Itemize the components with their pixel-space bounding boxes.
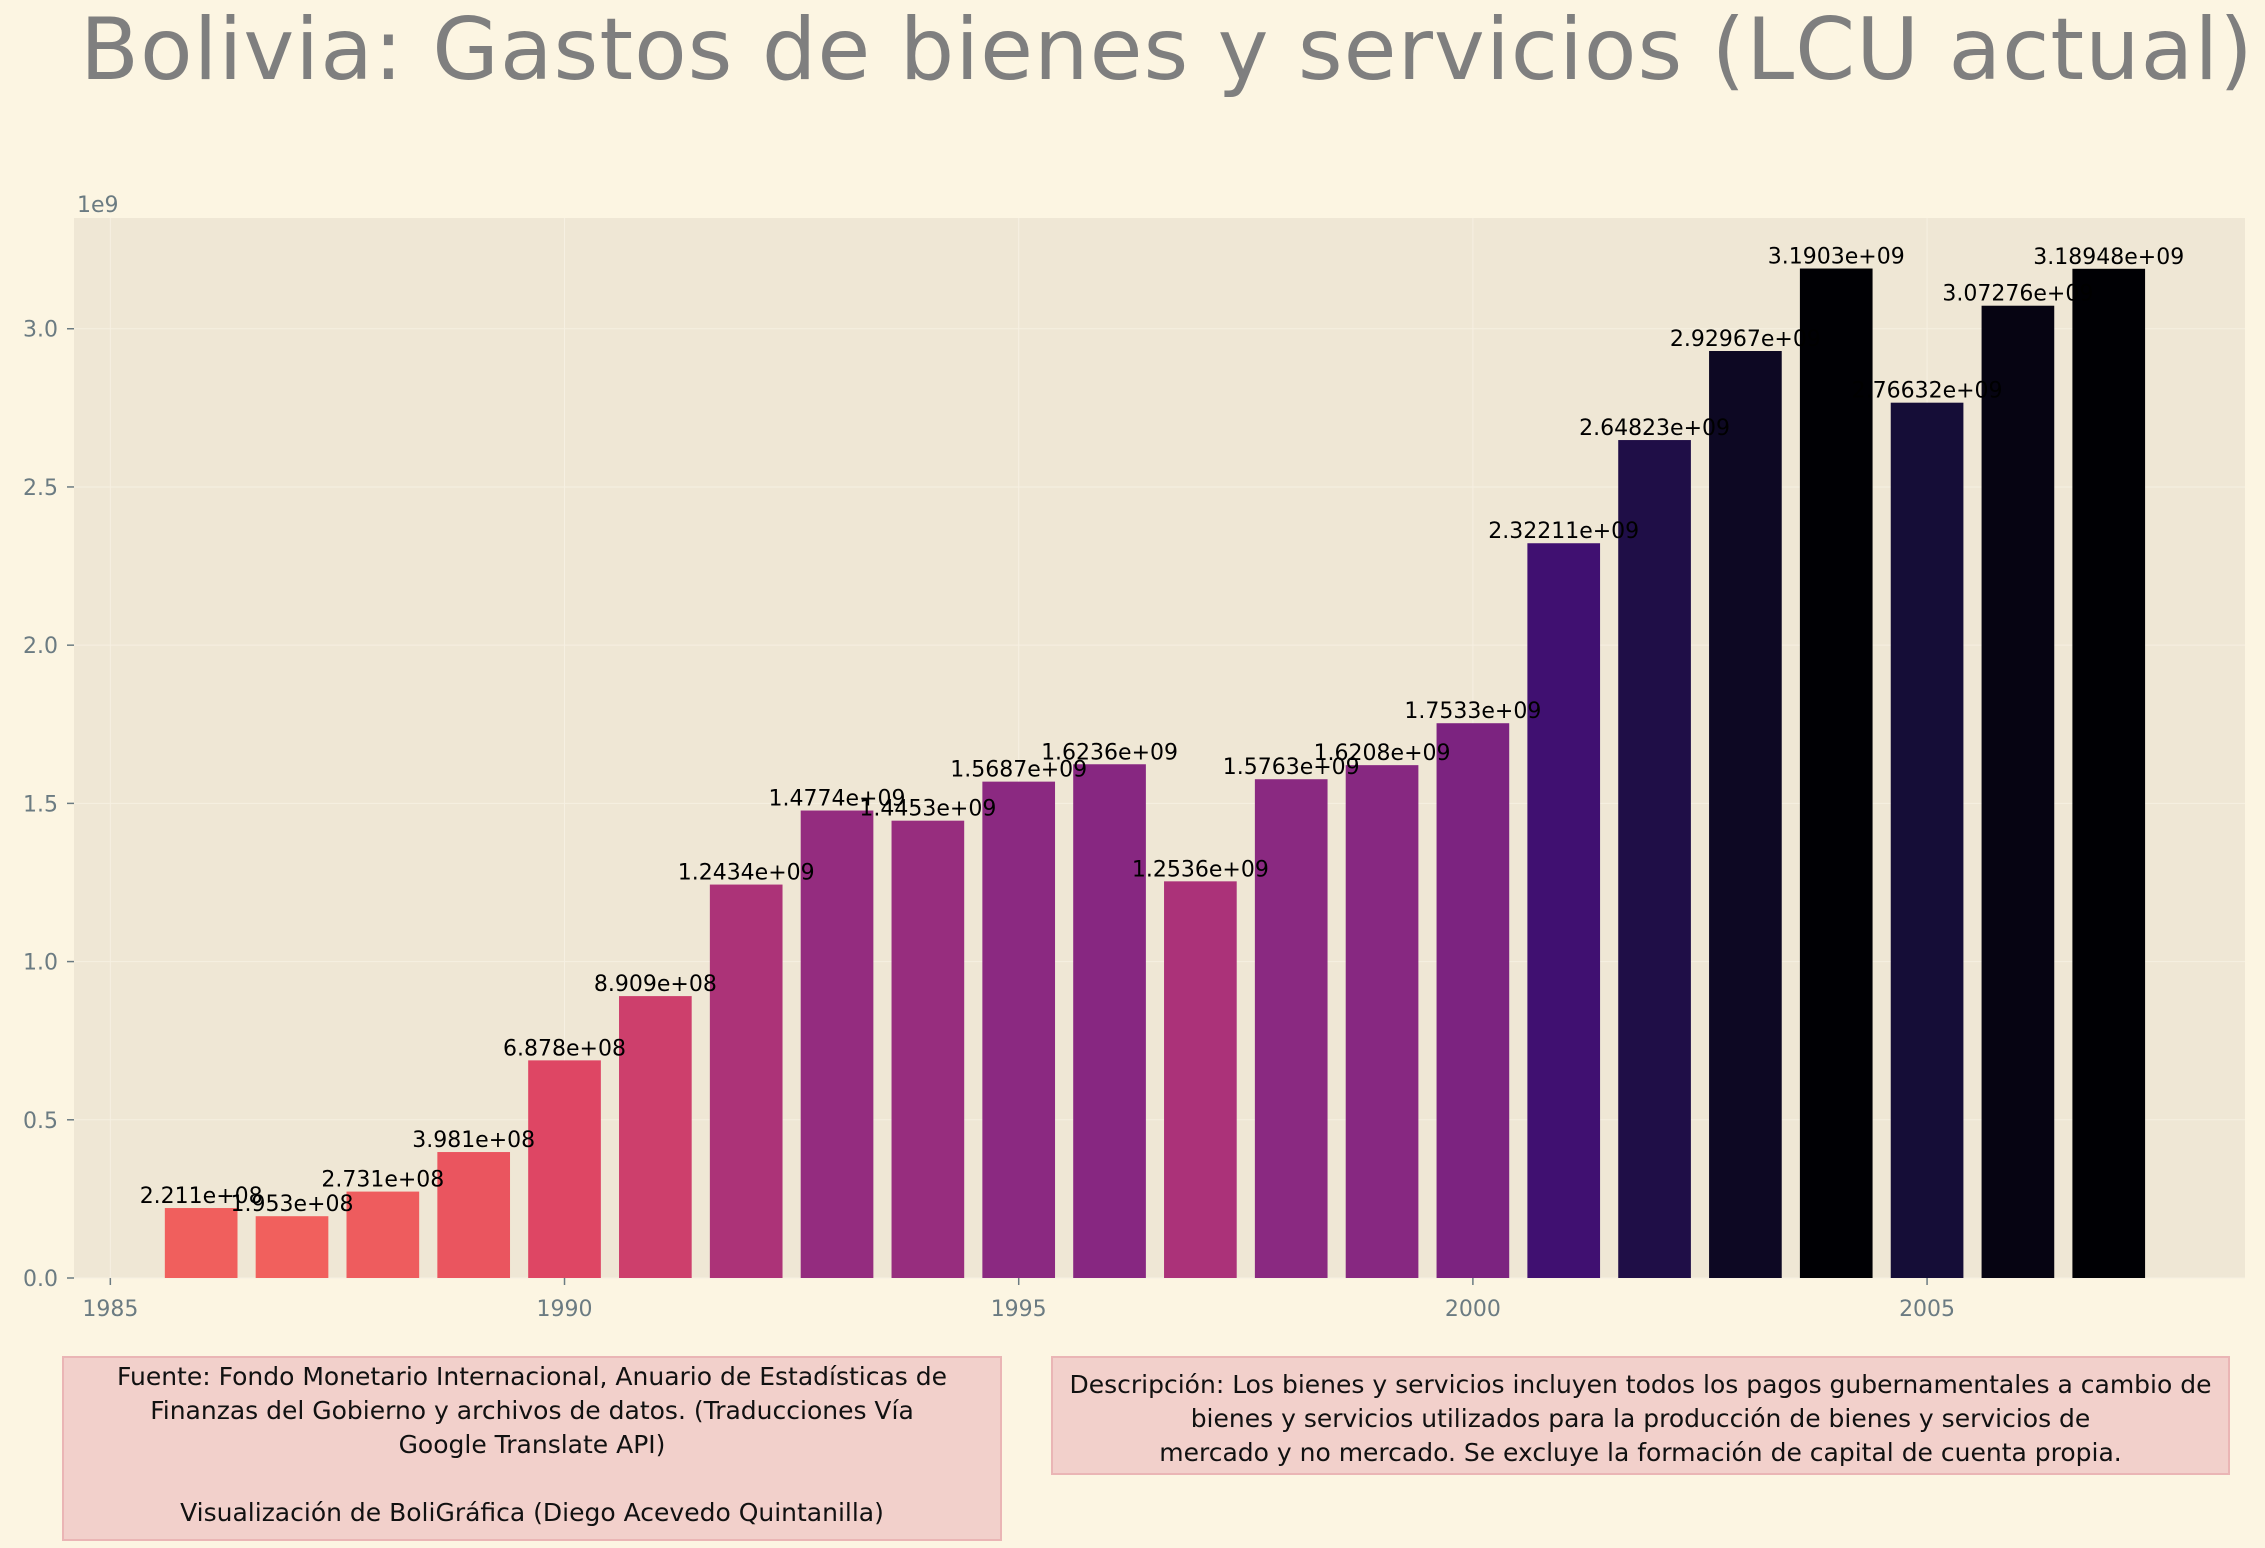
bar-data-label: 1.6236e+09 xyxy=(1041,740,1178,765)
description-line: bienes y servicios utilizados para la pr… xyxy=(1190,1404,2091,1433)
bar-data-label: 1.2536e+09 xyxy=(1132,857,1269,882)
bar-data-label: 3.1903e+09 xyxy=(1768,245,1905,270)
description-line: mercado y no mercado. Se excluye la form… xyxy=(1159,1438,2122,1467)
chart-title: Bolivia: Gastos de bienes y servicios (L… xyxy=(80,0,2254,100)
bar-data-label: 2.76632e+09 xyxy=(1852,379,2003,404)
bar xyxy=(800,810,874,1278)
bar xyxy=(1164,881,1237,1278)
bar xyxy=(982,781,1056,1278)
bar xyxy=(1799,268,1873,1278)
bar-data-label: 1.2434e+09 xyxy=(678,861,815,886)
bar-data-label: 2.92967e+09 xyxy=(1670,327,1821,352)
bar xyxy=(1527,543,1601,1278)
bar xyxy=(1709,350,1782,1278)
y-tick-label: 0.0 xyxy=(23,1267,58,1292)
y-tick-label: 2.5 xyxy=(23,476,58,501)
y-tick-label: 2.0 xyxy=(23,634,58,659)
bar-data-label: 2.731e+08 xyxy=(321,1168,444,1193)
bar xyxy=(891,820,965,1278)
bar-data-label: 1.5763e+09 xyxy=(1223,755,1360,780)
x-tick-label: 1985 xyxy=(82,1297,138,1322)
y-tick-label: 1.5 xyxy=(23,792,58,817)
plot-area xyxy=(74,218,2245,1278)
source-line: Finanzas del Gobierno y archivos de dato… xyxy=(150,1396,914,1425)
x-tick-label: 2005 xyxy=(1899,1297,1955,1322)
x-tick-label: 2000 xyxy=(1445,1297,1501,1322)
bar xyxy=(1073,764,1146,1278)
bar-data-label: 2.32211e+09 xyxy=(1488,519,1639,544)
y-tick-label: 1.0 xyxy=(23,951,58,976)
bar xyxy=(437,1152,511,1278)
bar xyxy=(1981,305,2055,1278)
source-note: Fuente: Fondo Monetario Internacional, A… xyxy=(62,1356,1002,1541)
bar xyxy=(255,1216,329,1278)
x-tick-label: 1995 xyxy=(991,1297,1047,1322)
bar xyxy=(709,884,783,1278)
bar-data-label: 6.878e+08 xyxy=(503,1036,626,1061)
bar-data-label: 1.4453e+09 xyxy=(859,797,996,822)
source-line: Fuente: Fondo Monetario Internacional, A… xyxy=(116,1362,948,1391)
bar xyxy=(528,1060,601,1278)
bar-data-label: 8.909e+08 xyxy=(594,972,717,997)
bar xyxy=(1345,765,1419,1278)
bar-data-label: 3.18948e+09 xyxy=(2033,245,2184,270)
credit-line: Visualización de BoliGráfica (Diego Acev… xyxy=(180,1498,884,1527)
y-tick-label: 3.0 xyxy=(23,318,58,343)
bar-data-label: 2.64823e+09 xyxy=(1579,416,1730,441)
bar-data-label: 1.4774e+09 xyxy=(769,787,906,812)
bar-data-label: 1.5687e+09 xyxy=(950,758,1087,783)
bar xyxy=(346,1191,420,1278)
bar-data-label: 3.07276e+09 xyxy=(1942,282,2093,307)
bar-chart: 2.211e+081.953e+082.731e+08 3.981e+08 6.87… xyxy=(23,193,2245,1322)
source-line: Google Translate API) xyxy=(398,1430,666,1459)
bar xyxy=(164,1208,238,1278)
bar xyxy=(1618,440,1691,1278)
y-axis-offset-label: 1e9 xyxy=(77,193,119,218)
description-line: Descripción: Los bienes y servicios incl… xyxy=(1069,1370,2212,1399)
bar xyxy=(2072,268,2146,1279)
bar-data-label: 3.981e+08 xyxy=(412,1128,535,1153)
bar xyxy=(1254,779,1328,1278)
bar-data-label: 1.6208e+09 xyxy=(1314,741,1451,766)
y-tick-label: 0.5 xyxy=(23,1109,58,1134)
description-note: Descripción: Los bienes y servicios incl… xyxy=(1051,1356,2230,1475)
bar-data-label: 1.953e+08 xyxy=(231,1192,354,1217)
bar xyxy=(1890,402,1964,1279)
bar-data-label: 1.7533e+09 xyxy=(1404,699,1541,724)
bar xyxy=(619,996,692,1278)
bar xyxy=(1436,723,1510,1278)
x-tick-label: 1990 xyxy=(537,1297,593,1322)
bar-data-label: 2.211e+08 xyxy=(140,1184,263,1209)
